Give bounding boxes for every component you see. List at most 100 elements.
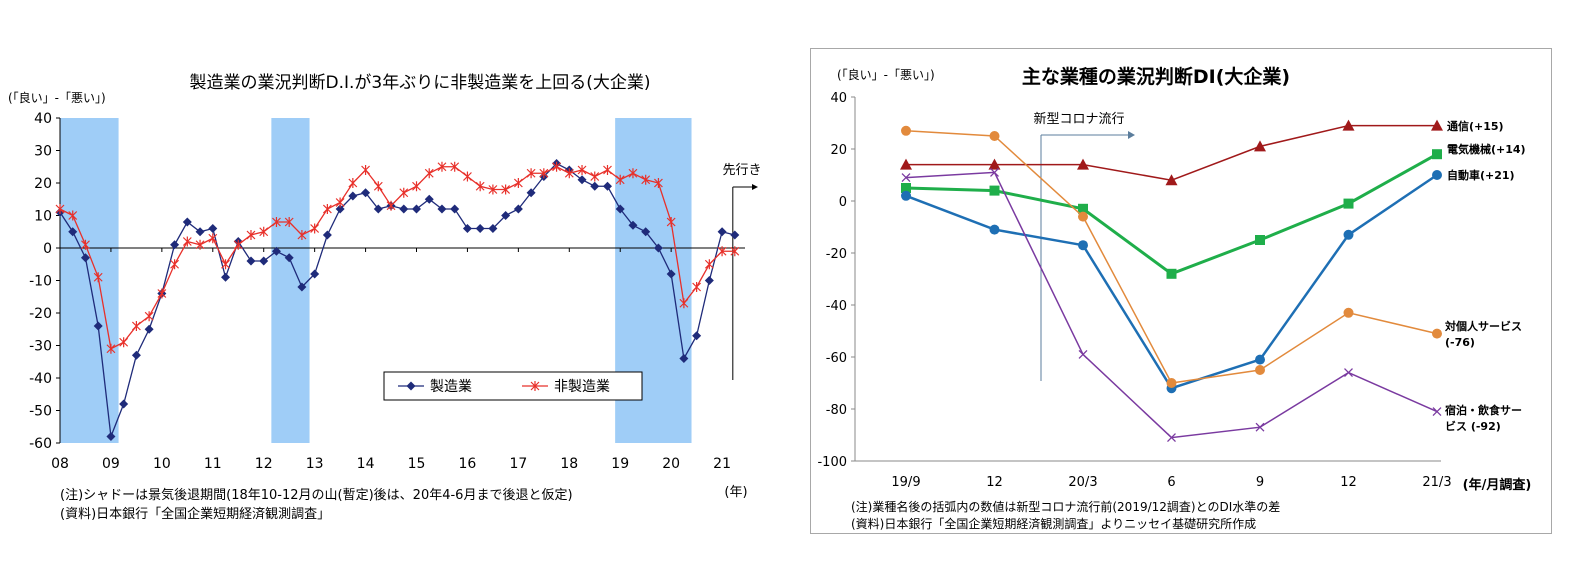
- data-point: [221, 273, 230, 282]
- y-tick-label: 20: [830, 143, 847, 158]
- data-point: [1344, 308, 1354, 318]
- data-point: [450, 205, 459, 214]
- series-line: [906, 175, 1437, 388]
- covid-annotation-arrowhead: [1128, 131, 1135, 139]
- data-point: [514, 178, 522, 188]
- y-tick-label: 0: [839, 195, 847, 210]
- y-tick-label: 20: [34, 176, 52, 192]
- y-tick-label: -40: [29, 371, 52, 387]
- data-point: [145, 325, 154, 334]
- data-point: [463, 172, 471, 182]
- x-tick-label: 14: [357, 456, 375, 472]
- legend-label: 製造業: [430, 379, 472, 395]
- y-tick-label: -60: [826, 351, 847, 366]
- data-point: [692, 331, 701, 340]
- industry-di-chart: 主な業種の業況判断DI(大企業)(「良い」-「悪い」)40200-20-40-6…: [811, 49, 1553, 535]
- x-tick-label: 6: [1167, 475, 1175, 490]
- series-通信: 通信(+15): [900, 119, 1504, 185]
- x-tick-label: 12: [986, 475, 1003, 490]
- data-point: [1432, 170, 1442, 180]
- y-tick-label: 40: [34, 111, 52, 127]
- series-label-cont: (-76): [1445, 336, 1475, 349]
- y-tick-label: -40: [826, 299, 847, 314]
- data-point: [132, 351, 141, 360]
- x-tick-label: 9: [1256, 475, 1264, 490]
- data-point: [1167, 269, 1177, 279]
- data-point: [336, 198, 344, 208]
- data-point: [1432, 149, 1442, 159]
- data-point: [705, 276, 714, 285]
- x-tick-label: 19: [611, 456, 629, 472]
- data-point: [1344, 230, 1354, 240]
- data-point: [591, 172, 599, 182]
- forecast-arrowhead: [752, 184, 758, 190]
- data-point: [120, 337, 128, 347]
- data-point: [1078, 212, 1088, 222]
- y-tick-label: -20: [29, 306, 52, 322]
- data-point: [730, 231, 739, 240]
- data-point: [901, 191, 911, 201]
- y-tick-label: 0: [43, 241, 52, 257]
- data-point: [196, 240, 204, 250]
- right-source: (資料)日本銀行「全国企業短期経済観測調査」よりニッセイ基礎研究所作成: [851, 515, 1256, 532]
- x-tick-label: 08: [51, 456, 69, 472]
- legend-label: 非製造業: [554, 379, 610, 395]
- x-tick-label: 15: [408, 456, 426, 472]
- data-point: [1345, 369, 1353, 377]
- x-tick-label: 19/9: [891, 475, 920, 490]
- y-tick-label: -50: [29, 404, 52, 420]
- series-line: [906, 154, 1437, 274]
- data-point: [990, 225, 1000, 235]
- data-point: [718, 227, 727, 236]
- data-point: [705, 259, 713, 269]
- data-point: [183, 237, 191, 247]
- data-point: [132, 321, 140, 331]
- data-point: [145, 311, 153, 321]
- data-point: [990, 131, 1000, 141]
- data-point: [603, 182, 612, 191]
- y-tick-label: -100: [817, 455, 847, 470]
- x-tick-label: 10: [153, 456, 171, 472]
- data-point: [362, 165, 370, 175]
- left-y-axis-label: (「良い」-「悪い」): [8, 90, 106, 105]
- y-tick-label: 30: [34, 144, 52, 160]
- data-point: [1432, 329, 1442, 339]
- series-label: 自動車(+21): [1447, 168, 1515, 182]
- series-label-cont: ビス (-92): [1445, 419, 1501, 433]
- x-tick-label: 18: [560, 456, 578, 472]
- data-point: [463, 224, 472, 233]
- data-point: [1344, 199, 1354, 209]
- data-point: [247, 230, 255, 240]
- recession-shade: [271, 118, 309, 443]
- right-y-axis-label: (「良い」-「悪い」): [837, 67, 935, 82]
- data-point: [476, 224, 485, 233]
- data-point: [208, 224, 217, 233]
- series-label: 電気機械(+14): [1447, 142, 1526, 156]
- left-x-axis-label: (年): [724, 485, 747, 500]
- data-point: [1255, 365, 1265, 375]
- x-tick-label: 09: [102, 456, 120, 472]
- data-point: [1079, 350, 1087, 358]
- forecast-label: 先行き: [722, 163, 761, 178]
- left-note: (注)シャドーは景気後退期間(18年10-12月の山(暫定)後は、20年4-6月…: [60, 484, 573, 503]
- right-x-axis-label: (年/月調査): [1463, 477, 1532, 493]
- y-tick-label: 40: [830, 91, 847, 106]
- y-tick-label: -60: [29, 436, 52, 452]
- series-label: 通信(+15): [1447, 119, 1504, 133]
- data-point: [171, 259, 179, 269]
- x-tick-label: 13: [306, 456, 324, 472]
- data-point: [578, 165, 586, 175]
- data-point: [260, 227, 268, 237]
- data-point: [311, 224, 319, 234]
- x-tick-label: 20/3: [1068, 475, 1097, 490]
- left-source: (資料)日本銀行「全国企業短期経済観測調査」: [60, 503, 330, 522]
- data-point: [565, 168, 573, 178]
- x-tick-label: 12: [255, 456, 273, 472]
- x-tick-label: 20: [662, 456, 680, 472]
- data-point: [374, 181, 382, 191]
- data-point: [1255, 235, 1265, 245]
- data-point: [349, 178, 357, 188]
- series-line: [906, 172, 1437, 437]
- data-point: [1078, 240, 1088, 250]
